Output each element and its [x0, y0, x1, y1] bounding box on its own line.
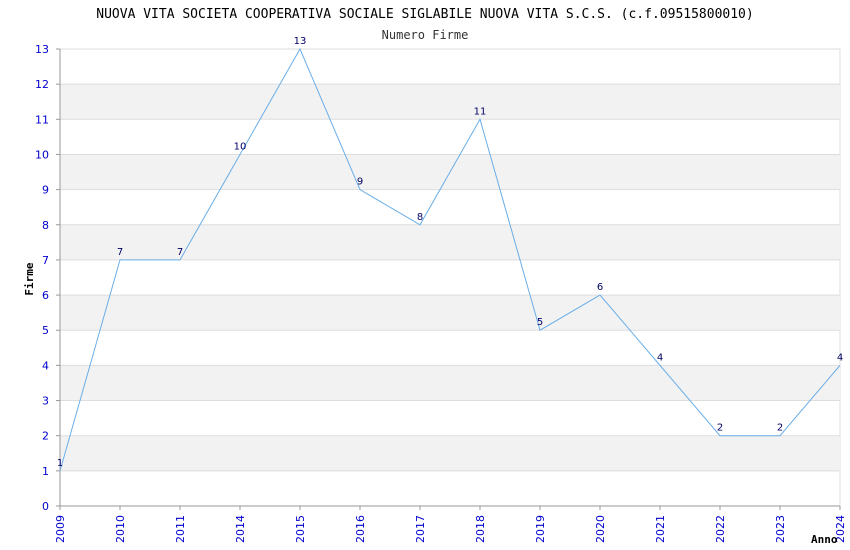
data-label: 1 — [57, 458, 63, 469]
gridlines — [59, 48, 840, 507]
y-tick-label: 10 — [35, 148, 49, 161]
x-tick-label: 2017 — [414, 515, 427, 543]
data-label: 8 — [417, 212, 423, 223]
x-tick-label: 2019 — [534, 515, 547, 543]
data-label: 9 — [357, 177, 363, 188]
grid-band — [60, 295, 840, 331]
x-axis-label: Anno — [811, 533, 838, 546]
data-label: 13 — [294, 36, 307, 47]
y-tick-label: 1 — [42, 465, 49, 478]
data-label: 10 — [234, 141, 247, 152]
data-label: 6 — [597, 282, 603, 293]
chart-subtitle: Numero Firme — [382, 28, 469, 42]
data-label: 2 — [717, 423, 723, 434]
grid-band — [60, 435, 840, 471]
data-label: 4 — [837, 352, 843, 363]
y-tick-label: 5 — [42, 324, 49, 337]
x-tick-label: 2014 — [234, 515, 247, 543]
x-axis-ticks: 2009 2010 2011 2014 2015 2016 2017 2018 2019 2020… — [54, 506, 847, 543]
data-label: 2 — [777, 423, 783, 434]
y-tick-label: 11 — [35, 113, 49, 126]
x-tick-label: 2022 — [714, 515, 727, 543]
x-tick-label: 2011 — [174, 515, 187, 543]
x-tick-label: 2020 — [594, 515, 607, 543]
data-label: 4 — [657, 352, 663, 363]
plot-area — [59, 48, 841, 507]
y-axis-label: Firme — [23, 262, 36, 295]
x-tick-label: 2024 — [834, 515, 847, 543]
y-tick-label: 3 — [42, 395, 49, 408]
y-tick-label: 4 — [42, 359, 49, 372]
x-tick-label: 2010 — [114, 515, 127, 543]
data-labels: 1 7 7 10 13 9 8 11 5 6 4 2 2 4 — [57, 36, 843, 469]
x-tick-label: 2015 — [294, 515, 307, 543]
y-tick-label: 13 — [35, 43, 49, 56]
x-tick-label: 2021 — [654, 515, 667, 543]
y-tick-label: 7 — [42, 254, 49, 267]
x-tick-label: 2016 — [354, 515, 367, 543]
data-label: 11 — [474, 106, 487, 117]
series-line — [59, 47, 841, 471]
data-label: 7 — [177, 247, 183, 258]
data-label: 5 — [537, 317, 543, 328]
y-tick-label: 8 — [42, 219, 49, 232]
x-tick-label: 2009 — [54, 515, 67, 543]
plot-background — [59, 48, 841, 507]
y-tick-label: 2 — [42, 430, 49, 443]
grid-band — [60, 365, 840, 401]
y-tick-label: 6 — [42, 289, 49, 302]
y-tick-label: 12 — [35, 78, 49, 91]
y-tick-label: 9 — [42, 184, 49, 197]
chart-title: NUOVA VITA SOCIETA COOPERATIVA SOCIALE S… — [96, 7, 753, 22]
y-tick-label: 0 — [42, 500, 49, 513]
x-tick-label: 2023 — [774, 515, 787, 543]
x-tick-label: 2018 — [474, 515, 487, 543]
data-label: 7 — [117, 247, 123, 258]
grid-band — [60, 84, 840, 120]
